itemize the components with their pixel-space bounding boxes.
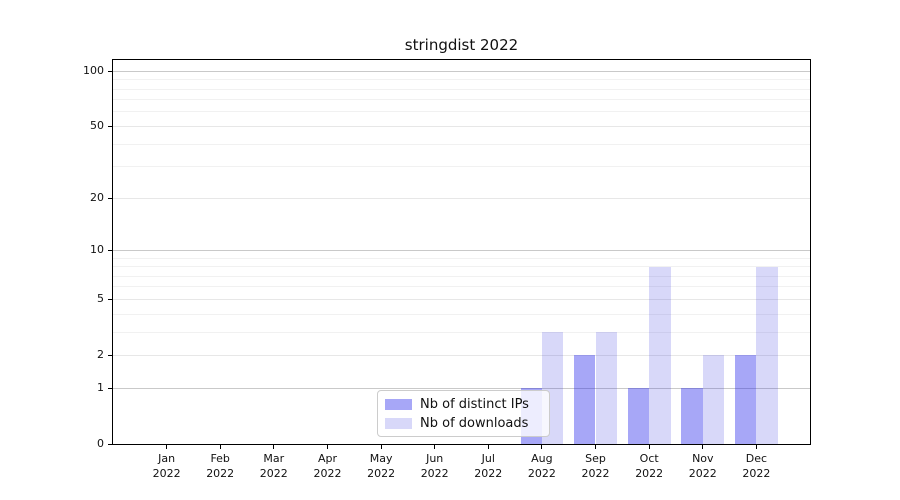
y-tick-mark (108, 443, 112, 445)
legend-swatch-distinct-ips (385, 398, 412, 410)
y-tick-label: 1 (97, 381, 104, 394)
legend-item-downloads: Nb of downloads (385, 416, 549, 431)
chart-title: stringdist 2022 (404, 36, 519, 54)
x-tick-mark (219, 445, 221, 449)
gridline (113, 125, 810, 127)
x-tick-mark (273, 445, 275, 449)
legend-label-distinct-ips: Nb of distinct IPs (420, 396, 529, 412)
y-tick-label: 2 (97, 348, 104, 362)
y-tick-mark (108, 197, 112, 199)
gridline (113, 88, 810, 90)
x-tick-label: Jan 2022 (152, 452, 181, 480)
y-tick-mark (108, 70, 112, 72)
legend: Nb of distinct IPs Nb of downloads (377, 390, 550, 437)
y-tick-label: 100 (83, 64, 104, 78)
gridline (113, 354, 810, 356)
y-tick-label: 5 (97, 292, 104, 306)
x-tick-label: Jul 2022 (474, 452, 503, 480)
bar-distinct-ips-oct (627, 388, 650, 444)
y-tick-label: 10 (90, 243, 104, 257)
y-tick-label: 0 (97, 437, 104, 450)
x-tick-label: Feb 2022 (206, 452, 235, 480)
y-tick-mark (108, 298, 112, 300)
gridline (113, 331, 810, 333)
bar-downloads-nov (702, 355, 725, 444)
x-tick-mark (487, 445, 489, 449)
y-tick-label: 20 (90, 191, 104, 205)
x-tick-label: Apr 2022 (313, 452, 342, 480)
y-tick-mark (108, 125, 112, 127)
gridline (113, 79, 810, 81)
x-tick-label: Jun 2022 (420, 452, 449, 480)
legend-label-downloads: Nb of downloads (420, 415, 529, 431)
gridline (113, 266, 810, 267)
x-tick-mark (702, 445, 704, 449)
x-tick-label: Dec 2022 (742, 452, 771, 480)
bar-downloads-sep (595, 332, 617, 444)
bar-distinct-ips-nov (681, 388, 703, 444)
x-tick-mark (648, 445, 650, 449)
gridline (113, 70, 810, 72)
bar-downloads-dec (756, 266, 778, 444)
x-tick-mark (755, 445, 757, 449)
y-tick-label: 50 (90, 119, 104, 133)
x-tick-mark (327, 445, 328, 449)
gridline (113, 286, 810, 288)
gridline (113, 99, 810, 101)
gridline (113, 257, 810, 259)
bar-downloads-oct (649, 266, 671, 444)
x-tick-mark (595, 445, 596, 449)
x-tick-label: May 2022 (367, 452, 396, 480)
x-tick-label: Aug 2022 (527, 452, 556, 480)
x-tick-mark (434, 445, 436, 449)
y-tick-mark (108, 354, 112, 356)
x-tick-label: Nov 2022 (688, 452, 717, 480)
gridline (113, 298, 810, 300)
x-tick-mark (541, 445, 543, 449)
gridline (113, 275, 810, 277)
gridline (113, 249, 810, 251)
plot-area: Nb of distinct IPs Nb of downloads (112, 59, 811, 445)
gridline (113, 111, 810, 113)
gridline (113, 313, 810, 315)
gridline (113, 166, 810, 168)
gridline (113, 143, 810, 145)
legend-swatch-downloads (385, 417, 412, 429)
x-tick-mark (166, 445, 168, 449)
x-tick-mark (380, 445, 382, 449)
x-tick-label: Mar 2022 (259, 452, 288, 480)
x-tick-label: Oct 2022 (635, 452, 664, 480)
y-tick-mark (108, 387, 112, 389)
y-tick-mark (108, 249, 112, 251)
gridline (113, 197, 810, 199)
x-tick-label: Sep 2022 (581, 452, 610, 480)
bar-distinct-ips-sep (574, 355, 596, 444)
legend-item-distinct-ips: Nb of distinct IPs (385, 397, 549, 412)
gridline (113, 387, 810, 389)
bar-distinct-ips-dec (734, 355, 757, 444)
